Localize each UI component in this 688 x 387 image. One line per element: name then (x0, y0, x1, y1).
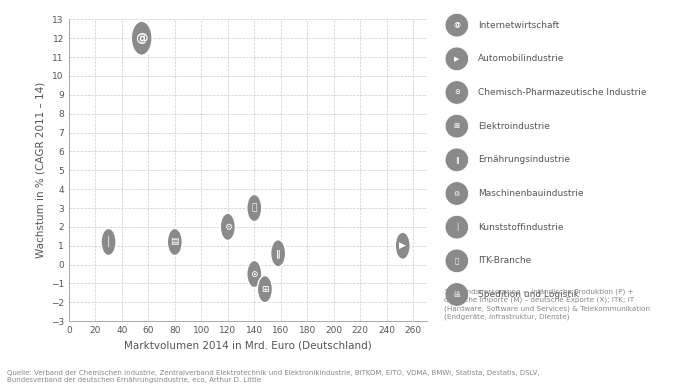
Circle shape (445, 283, 469, 307)
Text: ⌗: ⌗ (455, 257, 459, 264)
Text: Maschinenbauindustrie: Maschinenbauindustrie (478, 189, 583, 198)
Text: ⊙: ⊙ (454, 89, 460, 96)
Circle shape (445, 114, 469, 138)
Text: ▶: ▶ (399, 241, 406, 250)
Ellipse shape (247, 194, 262, 222)
Ellipse shape (167, 228, 182, 255)
Text: ⊞: ⊞ (454, 123, 460, 129)
Text: │: │ (455, 223, 459, 231)
Text: Elektroindustrie: Elektroindustrie (478, 122, 550, 131)
Circle shape (445, 148, 469, 172)
Text: Automobilindustrie: Automobilindustrie (478, 54, 565, 63)
Text: Ernährungsindustrie: Ernährungsindustrie (478, 155, 570, 164)
Text: @: @ (453, 22, 460, 28)
Circle shape (445, 249, 469, 273)
X-axis label: Marktvolumen 2014 in Mrd. Euro (Deutschland): Marktvolumen 2014 in Mrd. Euro (Deutschl… (124, 341, 372, 351)
Ellipse shape (220, 213, 235, 240)
Ellipse shape (270, 240, 286, 267)
Text: ⚙: ⚙ (224, 223, 232, 231)
Text: Quelle: Verband der Chemischen Industrie, Zentralverband Elektrotechnik und Elek: Quelle: Verband der Chemischen Industrie… (7, 370, 539, 383)
Text: ▤: ▤ (171, 238, 179, 247)
Text: @: @ (136, 32, 148, 45)
Text: Kunststoffindustrie: Kunststoffindustrie (478, 223, 563, 232)
Circle shape (445, 13, 469, 37)
Ellipse shape (257, 276, 272, 303)
Ellipse shape (395, 232, 410, 259)
Circle shape (445, 215, 469, 239)
Text: ▤: ▤ (453, 291, 460, 298)
Text: ▶: ▶ (454, 56, 460, 62)
Y-axis label: Wachstum in % (CAGR 2011 – 14): Wachstum in % (CAGR 2011 – 14) (35, 82, 45, 259)
Ellipse shape (131, 21, 153, 56)
Text: ∥: ∥ (276, 249, 281, 258)
Text: ITK-Branche: ITK-Branche (478, 256, 531, 265)
Text: ⊙: ⊙ (250, 269, 258, 279)
Text: ⚙: ⚙ (453, 190, 460, 197)
Circle shape (445, 47, 469, 71)
Text: ⌗: ⌗ (252, 204, 257, 212)
Text: ∥: ∥ (455, 156, 459, 163)
Text: │: │ (106, 236, 111, 247)
Ellipse shape (101, 228, 116, 255)
Ellipse shape (247, 260, 262, 288)
Circle shape (445, 182, 469, 205)
Text: 1) Inlandsversorgung = inländische Produktion (P) +
deutsche Importe (M) – deuts: 1) Inlandsversorgung = inländische Produ… (444, 288, 649, 320)
Text: ⊞: ⊞ (261, 284, 268, 294)
Text: Internetwirtschaft: Internetwirtschaft (478, 21, 559, 30)
Text: Spedition und Logistik: Spedition und Logistik (478, 290, 579, 299)
Circle shape (445, 80, 469, 104)
Text: Chemisch-Pharmazeutische Industrie: Chemisch-Pharmazeutische Industrie (478, 88, 647, 97)
